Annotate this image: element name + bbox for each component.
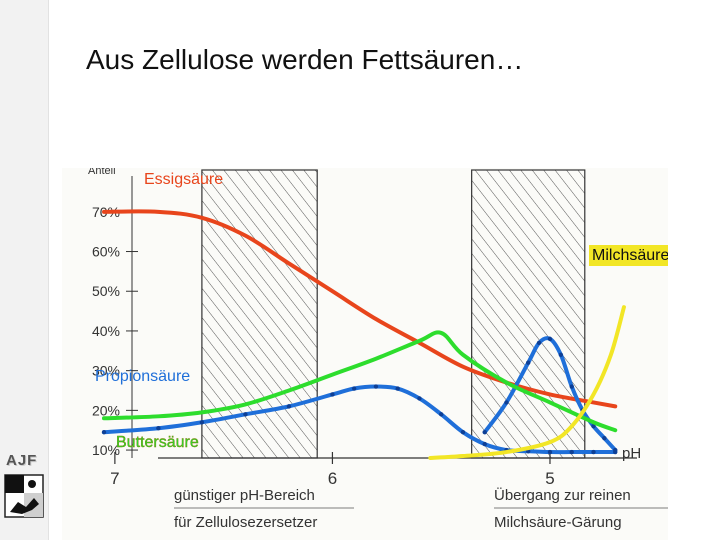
page-title: Aus Zellulose werden Fettsäuren… [86, 44, 524, 75]
data-point-propionsaeure [547, 449, 553, 455]
canton-crest-icon [4, 474, 44, 518]
region-label-line1: Übergang zur reinen [494, 486, 631, 504]
series-line-essigsaeure [102, 209, 618, 409]
y-tick-label: 20% [92, 402, 120, 418]
fatty-acid-ph-chart: 70% 60% 50% 40% 30% 20% 10% Anteil 7 6 5 pH günstige… [62, 168, 668, 540]
data-point-buttersaeure [504, 400, 509, 405]
label-buttersaeure: Buttersäure [116, 434, 199, 451]
data-point-propionsaeure [199, 420, 205, 425]
y-tick-label: 30% [92, 363, 120, 379]
y-tick-label: 60% [92, 244, 120, 260]
shaded-band-2 [471, 169, 586, 459]
data-point-propionsaeure [417, 396, 422, 401]
label-propionsaeure: Propionsäure [95, 368, 190, 385]
data-point-propionsaeure [569, 449, 574, 455]
series-line-green-curve [102, 330, 618, 433]
data-point-buttersaeure [613, 447, 618, 453]
region-label-line2: für Zellulosezersetzer [174, 514, 317, 531]
label-milchsaeure: Milchsäure [592, 247, 668, 264]
label-essigsaeure: Essigsäure [144, 171, 223, 188]
data-point-buttersaeure [558, 352, 564, 357]
x-tick-label: 5 [545, 469, 554, 488]
region-label-line2: Milchsäure-Gärung [494, 514, 622, 531]
data-point-propionsaeure [243, 412, 248, 417]
data-point-buttersaeure [547, 336, 553, 342]
data-point-propionsaeure [373, 384, 379, 389]
data-point-propionsaeure [591, 449, 596, 455]
y-tick-label: 10% [92, 442, 120, 458]
data-point-propionsaeure [395, 386, 400, 391]
data-point-propionsaeure [286, 404, 292, 409]
x-axis-label: pH [622, 445, 641, 462]
series-line-milchsaeure [428, 305, 626, 460]
x-tick-label: 6 [328, 469, 337, 488]
data-point-propionsaeure [330, 392, 335, 397]
data-point-buttersaeure [526, 360, 531, 365]
data-point-buttersaeure [591, 424, 596, 429]
y-axis-label: Anteil [88, 168, 116, 177]
brand-logo-text: AJF [6, 452, 38, 469]
y-tick-label: 50% [92, 283, 120, 299]
data-point-propionsaeure [156, 426, 161, 431]
shaded-band-1 [201, 169, 318, 459]
data-point-propionsaeure [101, 429, 107, 435]
data-point-propionsaeure [439, 412, 444, 417]
data-point-propionsaeure [482, 441, 487, 447]
data-point-propionsaeure [351, 386, 357, 391]
data-point-propionsaeure [460, 429, 466, 435]
data-point-buttersaeure [482, 429, 487, 435]
data-point-buttersaeure [602, 435, 607, 441]
y-tick-label: 40% [92, 323, 120, 339]
slide-side-strip [0, 0, 49, 540]
region-label-line1: günstiger pH-Bereich [174, 487, 315, 504]
label-milchsaeure-box [589, 245, 668, 266]
data-point-buttersaeure [569, 384, 574, 389]
x-tick-label: 7 [110, 469, 119, 488]
data-point-buttersaeure [536, 340, 542, 346]
